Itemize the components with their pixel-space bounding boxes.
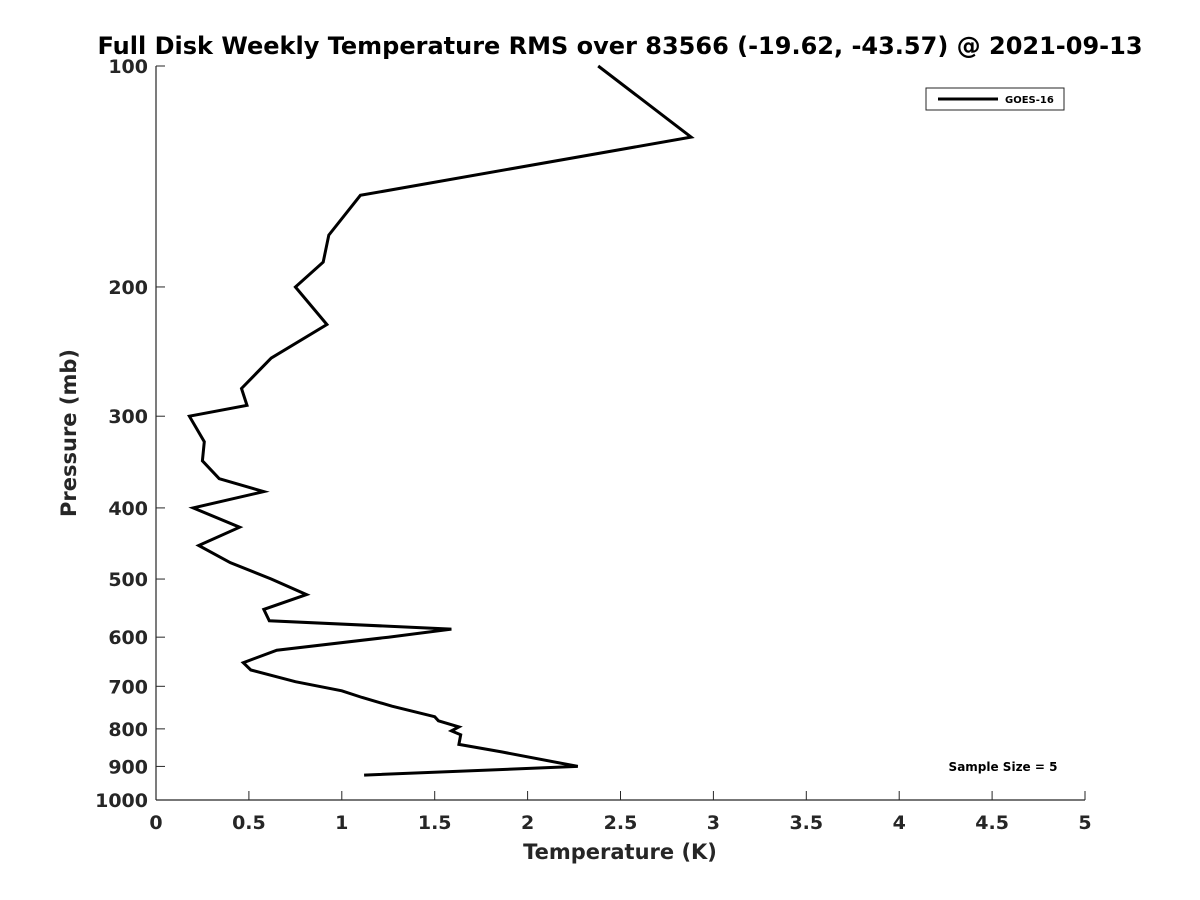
y-tick-label: 300 [108, 406, 148, 428]
y-tick-label: 700 [108, 676, 148, 698]
x-tick-label: 5 [1078, 812, 1091, 834]
y-tick-label: 500 [108, 569, 148, 591]
x-tick-label: 3.5 [789, 812, 823, 834]
y-tick-label: 200 [108, 277, 148, 299]
y-tick-label: 1000 [95, 790, 148, 812]
y-tick-label: 900 [108, 756, 148, 778]
x-tick-label: 2 [521, 812, 534, 834]
x-tick-label: 4 [893, 812, 906, 834]
y-axis-label: Pressure (mb) [57, 349, 81, 517]
x-tick-label: 0.5 [232, 812, 266, 834]
x-tick-label: 4.5 [975, 812, 1009, 834]
legend: GOES-16 [925, 87, 1065, 111]
x-ticks: 0 0.5 1 1.5 2 2.5 3 3.5 4 4.5 5 [149, 791, 1092, 834]
y-tick-label: 100 [108, 56, 148, 78]
series-line-goes-16 [187, 64, 695, 777]
x-tick-label: 3 [707, 812, 720, 834]
sample-size-annotation: Sample Size = 5 [949, 760, 1058, 774]
chart-title: Full Disk Weekly Temperature RMS over 83… [97, 32, 1142, 60]
y-ticks: 100 200 300 400 500 600 700 800 900 1000 [95, 56, 165, 812]
plot-axes [155, 66, 1085, 801]
x-axis-label: Temperature (K) [523, 840, 717, 864]
x-tick-label: 2.5 [604, 812, 638, 834]
x-tick-label: 0 [149, 812, 162, 834]
x-tick-label: 1 [335, 812, 348, 834]
x-tick-label: 1.5 [418, 812, 452, 834]
legend-label-goes16: GOES-16 [1005, 95, 1054, 106]
y-tick-label: 400 [108, 498, 148, 520]
y-tick-label: 800 [108, 719, 148, 741]
series-layer [187, 64, 695, 777]
y-tick-label: 600 [108, 627, 148, 649]
